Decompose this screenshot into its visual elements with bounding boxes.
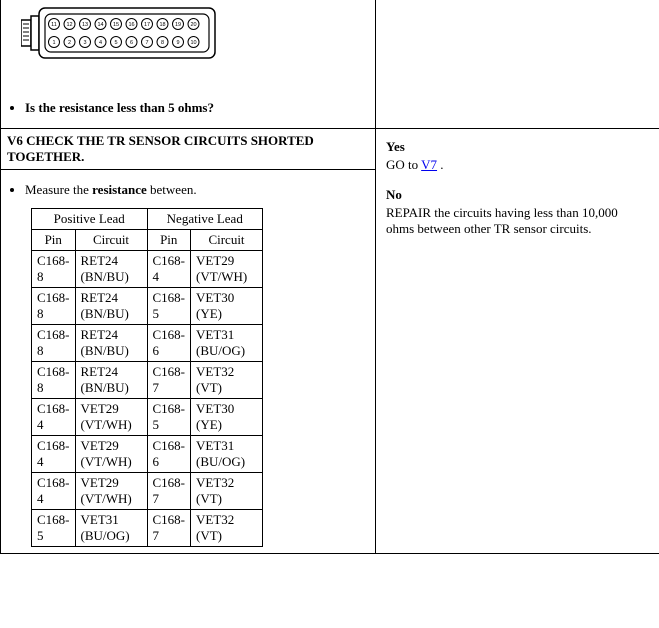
body-left-cell: Measure the resistance between. Positive… — [1, 170, 376, 554]
yes-action-suffix: . — [437, 157, 444, 172]
sub-header: Pin — [147, 230, 191, 251]
measure-item: Measure the resistance between. — [25, 182, 369, 198]
svg-text:14: 14 — [97, 22, 103, 28]
connector-diagram: 1112131415161718192012345678910 — [21, 6, 369, 64]
table-row: C168-8RET24 (BN/BU)C168-6VET31 (BU/OG) — [32, 325, 263, 362]
section-title-prefix: V6 — [7, 133, 23, 148]
table-cell: C168-7 — [147, 510, 191, 547]
svg-text:7: 7 — [145, 40, 148, 46]
table-cell: RET24 (BN/BU) — [75, 288, 147, 325]
svg-text:16: 16 — [128, 22, 134, 28]
table-cell: VET32 (VT) — [191, 510, 263, 547]
table-cell: VET31 (BU/OG) — [191, 325, 263, 362]
table-cell: VET29 (VT/WH) — [75, 399, 147, 436]
sub-header: Circuit — [75, 230, 147, 251]
svg-text:4: 4 — [99, 40, 102, 46]
svg-text:20: 20 — [190, 22, 196, 28]
table-cell: VET30 (YE) — [191, 399, 263, 436]
measure-bold: resistance — [92, 182, 147, 197]
table-row: C168-8RET24 (BN/BU)C168-5VET30 (YE) — [32, 288, 263, 325]
measure-suffix: between. — [147, 182, 197, 197]
no-label: No — [386, 187, 402, 202]
svg-text:13: 13 — [82, 22, 88, 28]
table-cell: RET24 (BN/BU) — [75, 251, 147, 288]
table-cell: C168-5 — [147, 288, 191, 325]
table-cell: VET32 (VT) — [191, 473, 263, 510]
table-cell: C168-8 — [32, 251, 76, 288]
no-action: REPAIR the circuits having less than 10,… — [386, 205, 649, 237]
diagnostic-table: 1112131415161718192012345678910 Is the r… — [0, 0, 659, 554]
svg-text:11: 11 — [51, 22, 57, 28]
table-cell: C168-7 — [147, 362, 191, 399]
table-row: C168-8RET24 (BN/BU)C168-4VET29 (VT/WH) — [32, 251, 263, 288]
table-cell: VET30 (YE) — [191, 288, 263, 325]
answers-cell: Yes GO to V7 . No REPAIR the circuits ha… — [376, 129, 659, 554]
header-row: V6 CHECK THE TR SENSOR CIRCUITS SHORTED … — [1, 129, 659, 170]
question-text: Is the resistance less than 5 ohms? — [25, 100, 214, 115]
table-cell: C168-8 — [32, 362, 76, 399]
section-title-rest: CHECK THE TR SENSOR CIRCUITS SHORTED TOG… — [7, 133, 314, 164]
table-cell: C168-4 — [147, 251, 191, 288]
table-cell: VET29 (VT/WH) — [191, 251, 263, 288]
question-item: Is the resistance less than 5 ohms? — [25, 100, 369, 116]
top-row: 1112131415161718192012345678910 Is the r… — [1, 0, 659, 129]
svg-text:5: 5 — [114, 40, 117, 46]
leads-sub-header-row: Pin Circuit Pin Circuit — [32, 230, 263, 251]
section-header: V6 CHECK THE TR SENSOR CIRCUITS SHORTED … — [1, 129, 376, 170]
table-cell: C168-7 — [147, 473, 191, 510]
table-cell: C168-8 — [32, 288, 76, 325]
group-header-negative: Negative Lead — [147, 209, 263, 230]
table-cell: C168-4 — [32, 473, 76, 510]
table-row: C168-4VET29 (VT/WH)C168-7VET32 (VT) — [32, 473, 263, 510]
table-cell: VET29 (VT/WH) — [75, 473, 147, 510]
sub-header: Circuit — [191, 230, 263, 251]
svg-text:2: 2 — [68, 40, 71, 46]
group-header-positive: Positive Lead — [32, 209, 148, 230]
svg-text:12: 12 — [66, 22, 72, 28]
table-cell: VET31 (BU/OG) — [75, 510, 147, 547]
leads-table-body: C168-8RET24 (BN/BU)C168-4VET29 (VT/WH)C1… — [32, 251, 263, 547]
svg-text:3: 3 — [83, 40, 86, 46]
top-left-cell: 1112131415161718192012345678910 Is the r… — [1, 0, 376, 129]
table-cell: C168-4 — [32, 399, 76, 436]
svg-text:19: 19 — [175, 22, 181, 28]
table-row: C168-5VET31 (BU/OG)C168-7VET32 (VT) — [32, 510, 263, 547]
table-cell: C168-5 — [32, 510, 76, 547]
leads-group-header-row: Positive Lead Negative Lead — [32, 209, 263, 230]
table-cell: C168-6 — [147, 436, 191, 473]
svg-text:10: 10 — [190, 40, 196, 46]
svg-text:8: 8 — [161, 40, 164, 46]
table-cell: RET24 (BN/BU) — [75, 362, 147, 399]
table-cell: VET29 (VT/WH) — [75, 436, 147, 473]
leads-table: Positive Lead Negative Lead Pin Circuit … — [31, 208, 263, 547]
table-row: C168-4VET29 (VT/WH)C168-6VET31 (BU/OG) — [32, 436, 263, 473]
svg-text:18: 18 — [159, 22, 165, 28]
svg-text:6: 6 — [130, 40, 133, 46]
table-row: C168-4VET29 (VT/WH)C168-5VET30 (YE) — [32, 399, 263, 436]
yes-label: Yes — [386, 139, 405, 154]
top-right-cell — [376, 0, 659, 129]
table-cell: C168-6 — [147, 325, 191, 362]
svg-text:1: 1 — [52, 40, 55, 46]
svg-text:17: 17 — [144, 22, 150, 28]
svg-text:9: 9 — [176, 40, 179, 46]
table-cell: VET31 (BU/OG) — [191, 436, 263, 473]
table-row: C168-8RET24 (BN/BU)C168-7VET32 (VT) — [32, 362, 263, 399]
table-cell: C168-5 — [147, 399, 191, 436]
yes-action-prefix: GO to — [386, 157, 421, 172]
table-cell: C168-8 — [32, 325, 76, 362]
table-cell: RET24 (BN/BU) — [75, 325, 147, 362]
measure-prefix: Measure the — [25, 182, 92, 197]
yes-link[interactable]: V7 — [421, 157, 437, 172]
svg-text:15: 15 — [113, 22, 119, 28]
table-cell: C168-4 — [32, 436, 76, 473]
table-cell: VET32 (VT) — [191, 362, 263, 399]
sub-header: Pin — [32, 230, 76, 251]
